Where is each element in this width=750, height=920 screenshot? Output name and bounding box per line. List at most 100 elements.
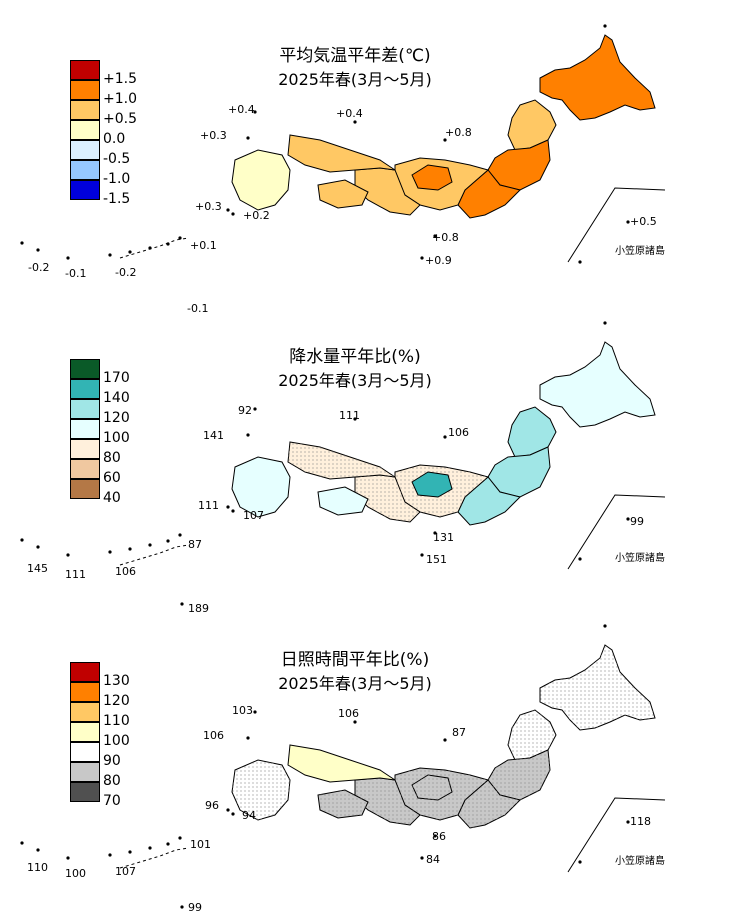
station-value-label: 151 <box>426 553 447 566</box>
region-shikoku <box>317 179 369 209</box>
map-title: 日照時間平年比(%) <box>280 650 430 670</box>
legend-label: 100 <box>103 430 130 446</box>
region-chubu-core <box>411 471 453 498</box>
island-dot <box>128 547 132 551</box>
island-dot <box>578 260 582 264</box>
island-dot <box>443 138 447 142</box>
legend-swatch <box>70 399 100 419</box>
island-dot <box>180 602 184 606</box>
legend-label: 100 <box>103 733 130 749</box>
island-dot <box>166 842 170 846</box>
station-value-label: +0.3 <box>200 129 227 142</box>
legend-label: 170 <box>103 370 130 386</box>
island-dot <box>443 738 447 742</box>
island-dot <box>66 256 70 260</box>
station-value-label: 189 <box>188 602 209 615</box>
island-dot <box>353 120 357 124</box>
station-value-label: 107 <box>115 865 136 878</box>
legend-swatch <box>70 120 100 140</box>
island-dot <box>20 841 24 845</box>
region-shikoku <box>317 486 369 516</box>
legend-label: 110 <box>103 713 130 729</box>
station-value-label: 131 <box>433 531 454 544</box>
island-dot <box>36 248 40 252</box>
station-value-label: 111 <box>339 409 360 422</box>
island-dot <box>246 433 250 437</box>
island-dot <box>443 435 447 439</box>
island-dot <box>578 860 582 864</box>
station-value-label: +0.8 <box>445 126 472 139</box>
station-value-label: +0.3 <box>195 200 222 213</box>
station-value-label: 145 <box>27 562 48 575</box>
legend-swatch <box>70 742 100 762</box>
island-dot <box>626 820 630 824</box>
ogasawara-label: 小笠原諸島 <box>615 246 665 257</box>
island-dot <box>36 545 40 549</box>
station-value-label: +0.4 <box>228 103 255 116</box>
island-dot <box>108 550 112 554</box>
ogasawara-label: 小笠原諸島 <box>615 856 665 867</box>
precipitation-panel: 降水量平年比(%) 2025年春(3月～5月) 170 140 120 100 80 60 40… <box>0 307 750 615</box>
map-subtitle: 2025年春(3月～5月) <box>278 674 432 693</box>
island-dot <box>626 517 630 521</box>
island-dot <box>420 856 424 860</box>
region-chubu-core <box>411 164 453 191</box>
legend-label: +1.0 <box>103 91 137 107</box>
legend: +1.5 +1.0 +0.5 0.0 -0.5 -1.0 -1.5 <box>70 60 180 225</box>
region-hokkaido <box>539 34 656 121</box>
island-dot <box>66 553 70 557</box>
island-dot <box>226 208 230 212</box>
region-kyushu <box>231 456 291 518</box>
region-tohoku-s <box>487 139 551 191</box>
station-value-label: 100 <box>65 867 86 880</box>
island-dot <box>180 905 184 909</box>
legend-swatch <box>70 180 100 200</box>
region-tohoku-n <box>507 99 557 151</box>
japan-map <box>20 321 666 606</box>
station-value-label: 87 <box>188 538 202 551</box>
island-dot <box>420 256 424 260</box>
region-hatch <box>355 475 420 522</box>
island-dot <box>128 250 132 254</box>
legend-label: +1.5 <box>103 71 137 87</box>
legend-label: 60 <box>103 470 121 486</box>
island-dot <box>148 543 152 547</box>
station-value-label: 103 <box>232 704 253 717</box>
island-dot <box>66 856 70 860</box>
ogasawara-inset-frame <box>567 494 666 570</box>
island-dot <box>226 505 230 509</box>
region-chugoku <box>287 744 396 783</box>
station-value-label: 94 <box>242 809 256 822</box>
okinawa-islands <box>119 544 189 566</box>
station-value-label: 92 <box>238 404 252 417</box>
legend-swatch <box>70 662 100 682</box>
region-hatch <box>458 780 520 828</box>
island-dot <box>231 812 235 816</box>
island-dot <box>353 720 357 724</box>
station-value-label: 101 <box>190 838 211 851</box>
japan-map <box>20 624 666 909</box>
station-value-label: 107 <box>243 509 264 522</box>
station-value-label: -0.1 <box>65 267 87 280</box>
region-chugoku <box>287 134 396 173</box>
station-value-label: 106 <box>448 426 469 439</box>
legend: 170 140 120 100 80 60 40 <box>70 359 180 524</box>
legend-label: -0.5 <box>103 151 131 167</box>
island-dot <box>433 234 437 238</box>
island-dot <box>20 538 24 542</box>
island-dot <box>108 853 112 857</box>
legend-swatch <box>70 100 100 120</box>
legend-label: 120 <box>103 693 130 709</box>
station-value-label: +0.2 <box>243 209 270 222</box>
legend-label: 0.0 <box>103 131 126 147</box>
station-value-label: 84 <box>426 853 440 866</box>
legend-label: 40 <box>103 490 121 506</box>
okinawa-islands <box>119 847 189 869</box>
island-dot <box>246 736 250 740</box>
island-dot <box>353 417 357 421</box>
legend-swatch <box>70 762 100 782</box>
station-value-label: 141 <box>203 429 224 442</box>
legend-swatch <box>70 439 100 459</box>
island-dot <box>108 253 112 257</box>
station-value-label: 99 <box>188 901 202 914</box>
